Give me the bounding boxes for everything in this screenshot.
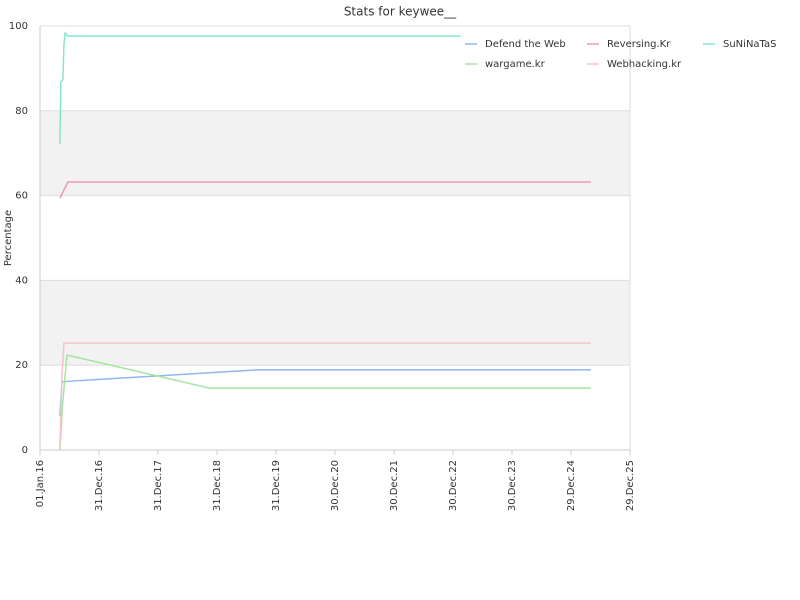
x-tick-label: 29.Dec.25: [625, 460, 636, 511]
legend-label: wargame.kr: [485, 59, 546, 70]
grid-band: [40, 280, 630, 366]
x-tick-label: 01.Jan.16: [35, 460, 46, 507]
x-tick-label: 30.Dec.22: [448, 460, 459, 511]
chart-title: Stats for keywee__: [344, 5, 457, 19]
y-tick-label: 0: [22, 445, 28, 456]
x-tick-label: 29.Dec.24: [566, 460, 577, 511]
legend-label: SuNiNaTaS: [723, 39, 776, 50]
y-tick-label: 100: [9, 21, 28, 32]
series-line: [59, 31, 461, 144]
legend-label: Webhacking.kr: [607, 59, 682, 70]
series-line: [59, 354, 591, 451]
series-line: [59, 342, 591, 451]
series-line: [59, 181, 591, 199]
x-tick-label: 31.Dec.18: [212, 460, 223, 511]
x-tick-label: 31.Dec.19: [271, 460, 282, 511]
series-line: [59, 369, 591, 417]
y-tick-label: 20: [15, 360, 28, 371]
x-tick-label: 30.Dec.20: [330, 460, 341, 511]
x-tick-label: 30.Dec.21: [389, 460, 400, 511]
grid-band: [40, 110, 630, 196]
y-tick-label: 40: [15, 275, 28, 286]
y-tick-label: 60: [15, 191, 28, 202]
x-tick-label: 31.Dec.16: [94, 460, 105, 511]
legend-label: Reversing.Kr: [607, 39, 671, 50]
legend-label: Defend the Web: [485, 39, 566, 50]
x-tick-label: 30.Dec.23: [507, 460, 518, 511]
y-axis-label: Percentage: [3, 210, 14, 266]
y-tick-label: 80: [15, 106, 28, 117]
x-tick-label: 31.Dec.17: [153, 460, 164, 511]
